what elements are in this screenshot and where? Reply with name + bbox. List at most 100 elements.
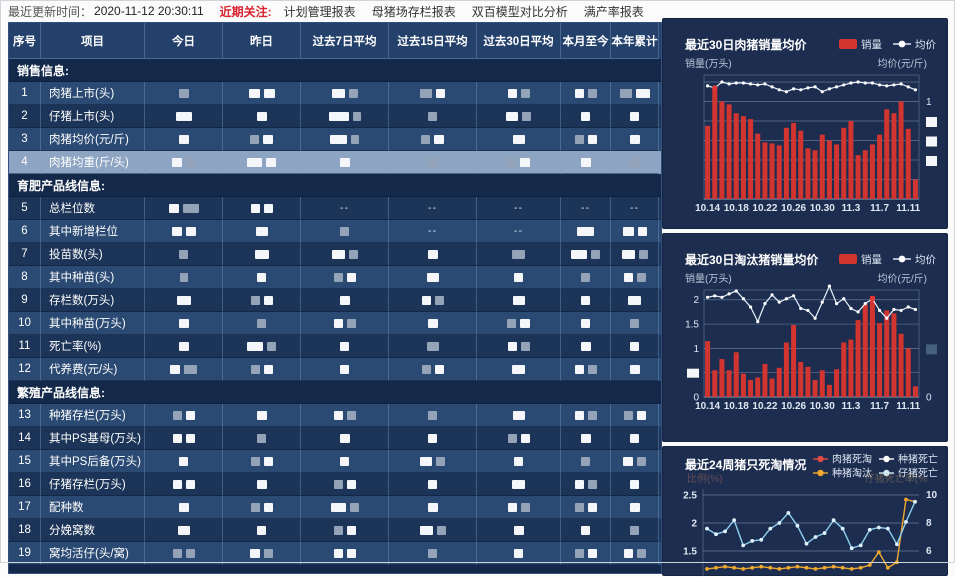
value-cell <box>301 473 389 496</box>
redacted-value-block <box>591 249 600 259</box>
svg-text:销量(万头): 销量(万头) <box>685 57 732 70</box>
value-cell <box>301 496 389 519</box>
redacted-value-block <box>587 134 597 144</box>
redacted-value-block <box>436 456 445 466</box>
recent-focus-label: 近期关注: <box>219 4 272 19</box>
legend-item-种猪淘汰[interactable]: 种猪淘汰 <box>813 467 872 480</box>
redacted-value-block <box>340 456 349 466</box>
value-cell <box>223 128 301 151</box>
value-cell: -- <box>611 197 659 220</box>
redacted-value-block <box>520 318 530 328</box>
chart-legend[interactable]: 销量 均价 <box>839 38 936 51</box>
menu-item-3[interactable]: 满产率报表 <box>583 4 644 19</box>
table-row-11[interactable]: 11 死亡率(%) <box>9 335 661 358</box>
redacted-value-block <box>514 272 523 282</box>
redacted-value-block <box>172 157 182 167</box>
table-row-13[interactable]: 13 种猪存栏(万头) <box>9 404 661 427</box>
table-row-17[interactable]: 17 配种数 <box>9 496 661 519</box>
redacted-value-block <box>638 249 648 259</box>
redacted-value-block <box>436 88 445 98</box>
table-row-4[interactable]: 4 肉猪均重(斤/头) <box>9 151 661 174</box>
value-cell <box>477 542 561 565</box>
row-label: 种猪存栏(万头) <box>41 404 145 427</box>
value-cell <box>145 542 223 565</box>
table-row-14[interactable]: 14 其中PS基母(万头) <box>9 427 661 450</box>
value-cell <box>611 450 659 473</box>
value-cell <box>223 151 301 174</box>
table-row-1[interactable]: 1 肉猪上市(头) <box>9 82 661 105</box>
redacted-value-block <box>507 318 516 328</box>
legend-item-肉猪死淘[interactable]: 肉猪死淘 <box>813 453 872 466</box>
table-row-19[interactable]: 19 窝均活仔(头/窝) <box>9 542 661 565</box>
redacted-value-block <box>574 134 584 144</box>
legend-bar-swatch[interactable] <box>839 39 857 49</box>
value-cell <box>223 519 301 542</box>
value-cell <box>561 312 611 335</box>
legend-bar-swatch[interactable] <box>839 254 857 264</box>
value-cell <box>477 358 561 381</box>
value-cell <box>611 312 659 335</box>
svg-text:2: 2 <box>691 519 697 530</box>
redacted-value-block <box>339 433 350 443</box>
redacted-value-block <box>512 410 525 420</box>
table-row-18[interactable]: 18 分娩窝数 <box>9 519 661 542</box>
redacted-value-block <box>250 134 259 144</box>
value-cell <box>611 128 659 151</box>
svg-text:10.30: 10.30 <box>810 401 835 412</box>
svg-text:11.7: 11.7 <box>870 401 889 412</box>
table-row-7[interactable]: 7 投苗数(头) <box>9 243 661 266</box>
redacted-value-block <box>571 249 587 259</box>
table-row-5[interactable]: 5 总栏位数 -- -- -- -- -- <box>9 197 661 220</box>
redacted-value-block <box>257 525 266 535</box>
redacted-value-block <box>637 456 646 466</box>
redacted-value-block <box>178 318 189 328</box>
table-row-9[interactable]: 9 存栏数(万头) <box>9 289 661 312</box>
redacted-value-block <box>184 364 197 374</box>
table-row-15[interactable]: 15 其中PS后备(万头) <box>9 450 661 473</box>
table-row-10[interactable]: 10 其中种苗(万头) <box>9 312 661 335</box>
row-index: 17 <box>9 496 41 519</box>
value-cell <box>301 542 389 565</box>
redacted-value-block <box>512 249 525 259</box>
table-section-header: 销售信息: <box>9 59 661 82</box>
chart-panel-death-cull: 最近24周猪只死淘情况 肉猪死淘 种猪死亡 种猪淘汰 仔猪死亡 比例(%) 仔猪死亡率(% 2… <box>662 446 948 577</box>
table-row-16[interactable]: 16 仔猪存栏(万头) <box>9 473 661 496</box>
redacted-value-block <box>587 502 597 512</box>
menu-item-0[interactable]: 计划管理报表 <box>283 4 356 19</box>
redacted-value-block <box>427 502 438 512</box>
legend-item-仔猪死亡[interactable]: 仔猪死亡 <box>879 467 938 480</box>
redacted-value-block <box>574 479 584 489</box>
value-cell <box>145 151 223 174</box>
table-row-2[interactable]: 2 仔猪上市(头) <box>9 105 661 128</box>
redacted-value-block <box>328 111 349 121</box>
value-cell: -- <box>389 220 477 243</box>
redacted-value-block <box>333 410 343 420</box>
table-row-12[interactable]: 12 代养费(元/头) <box>9 358 661 381</box>
redacted-value-block <box>419 525 433 535</box>
redacted-value-block <box>346 479 356 489</box>
table-row-8[interactable]: 8 其中种苗(头) <box>9 266 661 289</box>
menu-item-1[interactable]: 母猪场存栏报表 <box>371 4 456 19</box>
value-cell <box>223 473 301 496</box>
value-cell <box>389 312 477 335</box>
value-cell <box>223 105 301 128</box>
redacted-value-block <box>587 410 597 420</box>
redacted-dash-value: -- <box>629 202 640 214</box>
value-cell <box>389 151 477 174</box>
value-cell <box>389 519 477 542</box>
redacted-value-block <box>522 111 531 121</box>
row-label: 死亡率(%) <box>41 335 145 358</box>
value-cell <box>301 82 389 105</box>
value-cell <box>611 473 659 496</box>
redacted-value-block <box>630 479 639 489</box>
value-cell <box>611 105 659 128</box>
svg-text:均价: 均价 <box>915 39 936 51</box>
redacted-value-block <box>421 364 431 374</box>
chart-legend[interactable]: 销量 均价 <box>839 253 936 266</box>
table-row-3[interactable]: 3 肉猪均价(元/斤) <box>9 128 661 151</box>
redacted-value-block <box>333 548 343 558</box>
value-cell <box>301 105 389 128</box>
menu-item-2[interactable]: 双百模型对比分析 <box>471 4 568 19</box>
table-row-6[interactable]: 6 其中新增栏位 -- -- <box>9 220 661 243</box>
legend-item-种猪死亡[interactable]: 种猪死亡 <box>879 453 938 466</box>
